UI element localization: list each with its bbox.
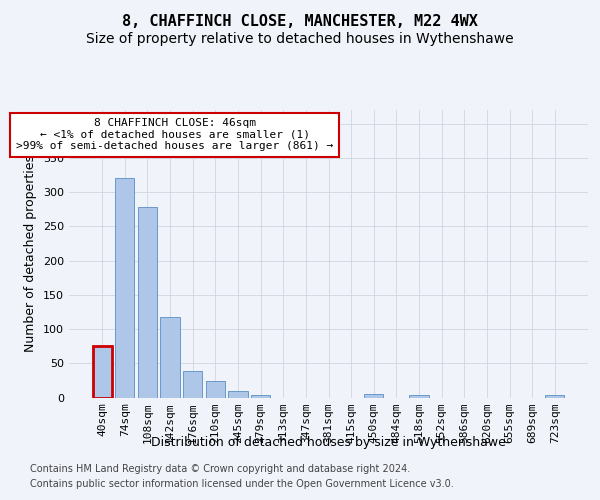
Bar [183, 371, 202, 398]
Bar [251, 395, 270, 398]
Text: 8, CHAFFINCH CLOSE, MANCHESTER, M22 4WX: 8, CHAFFINCH CLOSE, MANCHESTER, M22 4WX [122, 14, 478, 29]
Bar [229, 390, 248, 398]
Bar [545, 396, 565, 398]
Text: Size of property relative to detached houses in Wythenshawe: Size of property relative to detached ho… [86, 32, 514, 46]
Bar [206, 381, 225, 398]
Y-axis label: Number of detached properties: Number of detached properties [25, 155, 37, 352]
Bar [92, 346, 112, 398]
Text: 8 CHAFFINCH CLOSE: 46sqm
← <1% of detached houses are smaller (1)
>99% of semi-d: 8 CHAFFINCH CLOSE: 46sqm ← <1% of detach… [16, 118, 333, 152]
Text: Distribution of detached houses by size in Wythenshawe: Distribution of detached houses by size … [151, 436, 506, 449]
Bar [160, 316, 180, 398]
Bar [115, 178, 134, 398]
Bar [364, 394, 383, 398]
Bar [409, 396, 428, 398]
Text: Contains public sector information licensed under the Open Government Licence v3: Contains public sector information licen… [30, 479, 454, 489]
Text: Contains HM Land Registry data © Crown copyright and database right 2024.: Contains HM Land Registry data © Crown c… [30, 464, 410, 474]
Bar [138, 207, 157, 398]
